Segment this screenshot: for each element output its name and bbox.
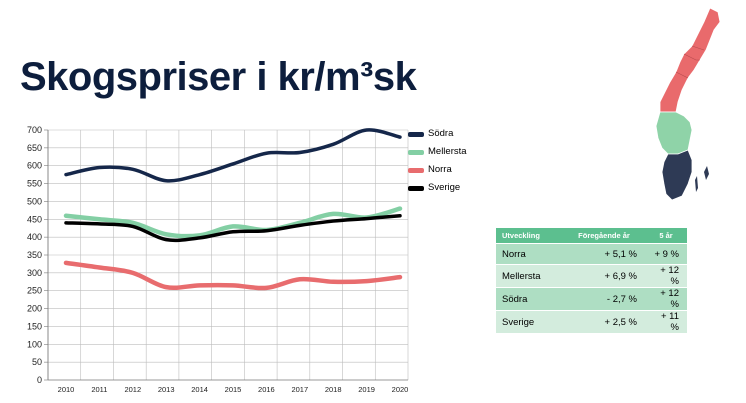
y-tick-label: 500 (27, 196, 42, 206)
y-tick-label: 700 (27, 125, 42, 135)
y-tick-labels: 7006506005505004504003503002502001501005… (27, 125, 42, 385)
map-region-norra (659, 7, 721, 113)
y-tick-label: 550 (27, 179, 42, 189)
y-tick-label: 350 (27, 250, 42, 260)
y-tick-label: 400 (27, 232, 42, 242)
map-island-gotland (704, 166, 709, 180)
x-tick-label: 2017 (291, 385, 308, 394)
table-header-utveckling: Utveckling (496, 228, 563, 244)
y-tick-label: 100 (27, 339, 42, 349)
x-tick-label: 2014 (191, 385, 208, 394)
y-tick-label: 300 (27, 268, 42, 278)
table-row: Sverige + 2,5 % + 11 % (496, 310, 687, 333)
x-tick-label: 2011 (91, 385, 107, 394)
legend-swatch-sverige (408, 186, 424, 191)
x-tick-label: 2018 (325, 385, 342, 394)
legend-label-mellersta: Mellersta (428, 146, 467, 157)
price-line-chart: 7006506005505004504003503002502001501005… (27, 125, 409, 394)
series-line-s-dra (64, 128, 402, 183)
y-tick-label: 650 (27, 143, 42, 153)
x-tick-label: 2016 (258, 385, 275, 394)
y-tick-label: 200 (27, 304, 42, 314)
table-cell-previous-year: + 6,9 % (563, 264, 645, 288)
map-region-sodra (661, 149, 693, 201)
table-cell-region: Norra (496, 243, 563, 265)
map-region-norra-border (675, 45, 705, 79)
table-cell-previous-year: + 5,1 % (563, 243, 645, 265)
map-region-mellersta (655, 111, 693, 155)
table-row: Mellersta + 6,9 % + 12 % (496, 264, 687, 288)
legend-swatch-norra (408, 168, 424, 173)
table-cell-region: Mellersta (496, 264, 563, 288)
x-tick-label: 2012 (124, 385, 141, 394)
table-cell-five-years: + 12 % (645, 264, 687, 288)
x-tick-labels: 2010 2011 2012 2013 2014 2015 2016 2017 2018 2019… (58, 385, 409, 394)
map-island-oland (695, 176, 698, 192)
table-header-five-years: 5 år (645, 228, 687, 244)
development-table: Utveckling Föregående år 5 år Norra + 5,… (496, 228, 687, 333)
legend-swatch-sodra (408, 132, 424, 137)
legend-label-norra: Norra (428, 164, 452, 175)
legend-label-sodra: Södra (428, 128, 454, 139)
axes (44, 129, 408, 381)
table-cell-region: Sverige (496, 310, 563, 333)
table-header-previous-year: Föregående år (563, 228, 645, 244)
series-line-norra (63, 260, 403, 291)
x-tick-label: 2013 (158, 385, 175, 394)
table-row: Södra - 2,7 % + 12 % (496, 287, 687, 311)
sweden-region-map (655, 7, 721, 201)
legend-swatch-mellersta (408, 150, 424, 155)
series-lines (63, 128, 403, 291)
table-cell-region: Södra (496, 287, 563, 311)
y-tick-label: 250 (27, 286, 42, 296)
x-tick-label: 2020 (392, 385, 409, 394)
table-cell-five-years: + 12 % (645, 287, 687, 311)
table-row: Norra + 5,1 % + 9 % (496, 243, 687, 265)
table-cell-five-years: + 11 % (645, 310, 687, 333)
table-cell-previous-year: + 2,5 % (563, 310, 645, 333)
y-tick-label: 450 (27, 214, 42, 224)
table-header-row: Utveckling Föregående år 5 år (496, 228, 687, 244)
x-tick-label: 2019 (358, 385, 375, 394)
x-tick-label: 2010 (58, 385, 75, 394)
x-tick-label: 2015 (225, 385, 242, 394)
legend-label-sverige: Sverige (428, 182, 461, 193)
series-line-sverige (64, 213, 402, 243)
y-tick-label: 600 (27, 161, 42, 171)
y-tick-label: 0 (37, 375, 42, 385)
y-tick-label: 150 (27, 321, 42, 331)
table-cell-previous-year: - 2,7 % (563, 287, 645, 311)
page-title: Skogspriser i kr/m³sk (20, 55, 417, 99)
y-tick-label: 50 (32, 357, 42, 367)
series-line-mellersta (63, 206, 403, 239)
table-cell-five-years: + 9 % (645, 243, 687, 265)
